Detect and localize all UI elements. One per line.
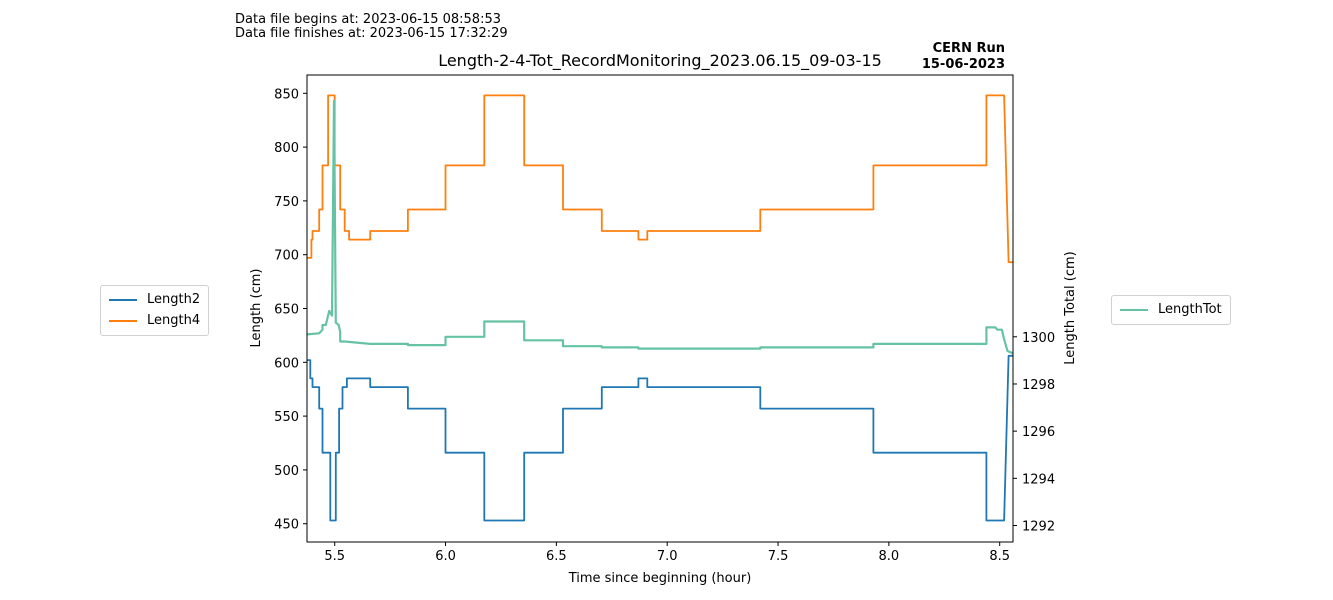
legend-right: LengthTot [1111,295,1231,325]
x-tick-label: 8.0 [879,549,900,564]
x-axis: 5.5 6.0 6.5 7.0 7.5 8.0 8.5 [324,542,1010,564]
legend-item-length4: Length4 [109,310,200,331]
series-line-length4 [307,94,1013,264]
legend-swatch-length4 [109,319,137,322]
x-tick-label: 7.5 [768,549,789,564]
legend-label-lengthtot: LengthTot [1158,302,1222,317]
legend-swatch-lengthtot [1120,308,1148,311]
x-tick-label: 8.5 [989,549,1010,564]
x-tick-label: 7.0 [657,549,678,564]
legend-label-length2: Length2 [147,292,201,307]
y-tick-label: 850 [274,87,299,102]
data-begin-text: Data file begins at: 2023-06-15 08:58:53 [235,12,502,27]
y2-tick-label: 1298 [1022,378,1055,393]
chart-title: Length-2-4-Tot_RecordMonitoring_2023.06.… [438,51,882,70]
legend-swatch-length2 [109,298,137,301]
legend-label-length4: Length4 [147,313,201,328]
legend-item-lengthtot: LengthTot [1120,299,1222,320]
y-axis-right: 1292 1294 1296 1298 1300 [1013,331,1055,534]
run-date: 15-06-2023 [921,57,1005,72]
run-label: CERN Run [932,41,1005,56]
plot-frame [306,74,1014,543]
y-tick-label: 550 [274,410,299,425]
series-layer [307,94,1013,522]
legend-item-length2: Length2 [109,289,200,310]
y-tick-label: 650 [274,303,299,318]
y-tick-label: 500 [274,464,299,479]
y2-tick-label: 1294 [1022,472,1055,487]
x-tick-label: 6.5 [546,549,567,564]
y2-tick-label: 1292 [1022,519,1055,534]
y-axis-left: 450 500 550 600 650 700 750 800 850 [274,87,307,533]
data-finish-text: Data file finishes at: 2023-06-15 17:32:… [235,26,508,41]
x-tick-label: 5.5 [324,549,345,564]
y2-axis-label: Length Total (cm) [1063,251,1078,364]
x-axis-label: Time since beginning (hour) [568,571,752,586]
y2-tick-label: 1296 [1022,425,1055,440]
x-tick-label: 6.0 [435,549,456,564]
y2-tick-label: 1300 [1022,331,1055,346]
y-axis-label: Length (cm) [249,269,264,348]
y-tick-label: 600 [274,356,299,371]
y-tick-label: 450 [274,518,299,533]
legend-left: Length2 Length4 [100,285,210,336]
y-tick-label: 700 [274,249,299,264]
series-line-lengthtot [307,99,1013,355]
series-line-length2 [307,354,1013,522]
y-tick-label: 750 [274,195,299,210]
y-tick-label: 800 [274,141,299,156]
